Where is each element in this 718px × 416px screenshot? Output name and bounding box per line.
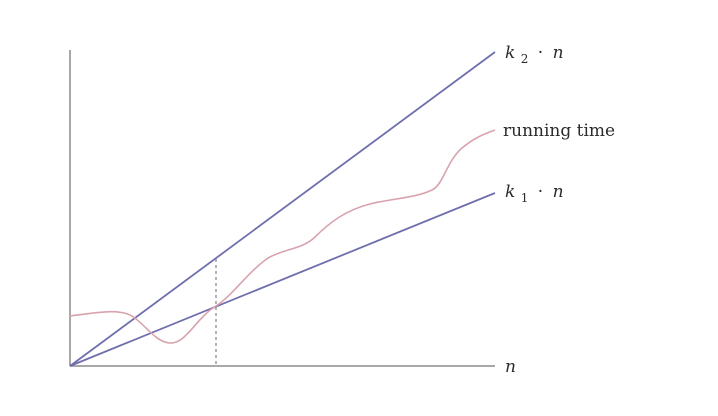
upper-bound-line	[69, 51, 496, 367]
lower-bound-line	[69, 192, 496, 367]
x-axis-label: n	[505, 357, 516, 377]
running-time-label: running time	[503, 121, 615, 141]
running-time-curve	[69, 129, 496, 344]
upper-bound-label: k 2 · n	[505, 43, 564, 68]
lower-bound-label: k 1 · n	[505, 182, 564, 207]
